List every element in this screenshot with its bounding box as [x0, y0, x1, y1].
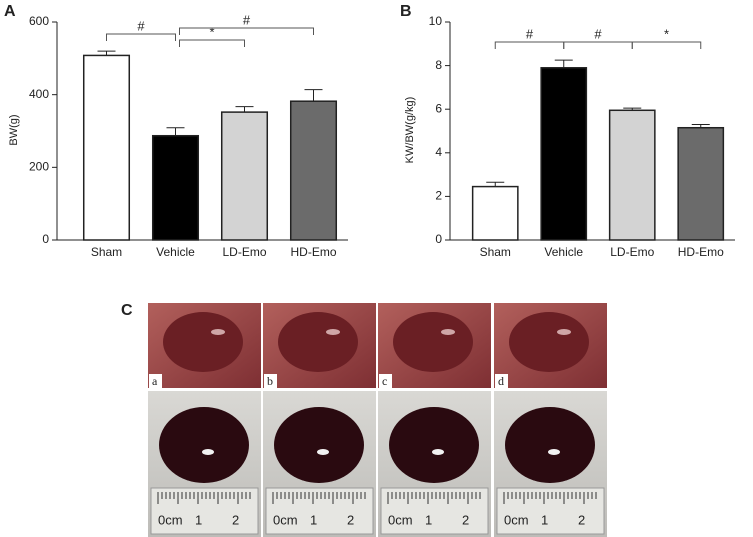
significance-mark: * [209, 24, 214, 39]
significance-bracket [179, 39, 245, 47]
photo-label: a [152, 374, 158, 388]
bar [540, 67, 588, 241]
ruler-label: 1 [541, 512, 548, 527]
significance-mark: # [243, 12, 251, 27]
y-tick-label: 2 [435, 189, 442, 203]
photo-label-box [495, 374, 508, 388]
ruler-label: 2 [347, 512, 354, 527]
x-tick-label: HD-Emo [290, 245, 336, 259]
significance-mark: # [594, 26, 602, 41]
ruler-label: 0cm [273, 512, 298, 527]
ruler-label: 1 [310, 512, 317, 527]
photo-label-box [264, 374, 277, 388]
significance-bracket [563, 41, 633, 49]
y-tick-label: 0 [435, 232, 442, 246]
bar [151, 134, 200, 241]
kidney [159, 407, 249, 483]
highlight [202, 449, 214, 455]
highlight [211, 329, 225, 335]
kidney [505, 407, 595, 483]
significance-bracket [631, 41, 702, 49]
highlight [557, 329, 571, 335]
bar [677, 126, 725, 241]
bar [289, 100, 338, 241]
highlight [441, 329, 455, 335]
panel-label: A [4, 3, 16, 20]
significance-mark: * [664, 26, 669, 41]
y-tick-label: 600 [29, 14, 49, 28]
kidney-in-situ [278, 312, 358, 372]
y-tick-label: 400 [29, 87, 49, 101]
kidney [274, 407, 364, 483]
significance-bracket [106, 33, 176, 41]
bar [220, 111, 269, 241]
ruler-label: 2 [462, 512, 469, 527]
kidney-in-situ [393, 312, 473, 372]
ruler-label: 0cm [158, 512, 183, 527]
x-tick-label: LD-Emo [610, 245, 654, 259]
x-tick-label: Sham [91, 245, 122, 259]
highlight [326, 329, 340, 335]
x-tick-label: Vehicle [544, 245, 583, 259]
x-tick-label: LD-Emo [222, 245, 266, 259]
panel-label: C [121, 302, 133, 319]
y-tick-label: 0 [42, 232, 49, 246]
ruler-label: 2 [232, 512, 239, 527]
highlight [317, 449, 329, 455]
photo-grid: a 0cm 1 2 b 0cm 1 2 c 0cm 1 2 d 0cm 1 2 [148, 303, 607, 537]
y-tick-label: 6 [435, 101, 442, 115]
y-axis-label: BW(g) [8, 114, 20, 145]
x-tick-label: Vehicle [156, 245, 195, 259]
photo-label-box [149, 374, 162, 388]
ruler-label: 1 [195, 512, 202, 527]
y-tick-label: 8 [435, 58, 442, 72]
ruler [265, 487, 374, 535]
ruler [380, 487, 489, 535]
ruler [150, 487, 259, 535]
kidney-in-situ [509, 312, 589, 372]
photo-label: c [382, 374, 387, 388]
photo-label-box [379, 374, 392, 388]
significance-mark: # [526, 26, 534, 41]
bar [471, 185, 519, 241]
ruler-label: 2 [578, 512, 585, 527]
bar [608, 109, 656, 241]
kidney [389, 407, 479, 483]
y-axis-label: KW/BW(g/kg) [404, 97, 416, 164]
panel-label: B [400, 3, 412, 20]
y-tick-label: 10 [429, 14, 443, 28]
ruler-label: 0cm [388, 512, 413, 527]
x-tick-label: HD-Emo [678, 245, 724, 259]
ruler-label: 1 [425, 512, 432, 527]
highlight [548, 449, 560, 455]
significance-bracket [179, 27, 314, 35]
y-tick-label: 200 [29, 160, 49, 174]
ruler-label: 0cm [504, 512, 529, 527]
y-tick-label: 4 [435, 145, 442, 159]
x-tick-label: Sham [480, 245, 511, 259]
photo-label: d [498, 374, 504, 388]
bar [82, 54, 131, 241]
ruler [496, 487, 605, 535]
kidney-in-situ [163, 312, 243, 372]
significance-mark: # [137, 18, 145, 33]
highlight [432, 449, 444, 455]
photo-label: b [267, 374, 273, 388]
significance-bracket [494, 41, 565, 49]
